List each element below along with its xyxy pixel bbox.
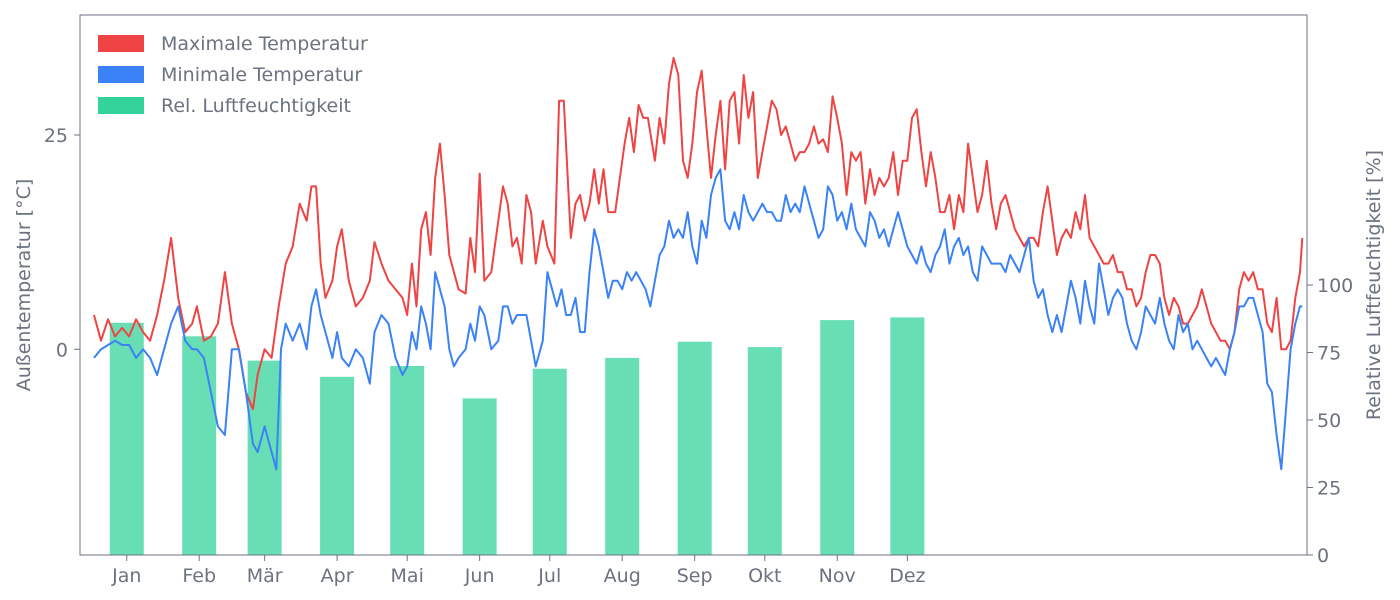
humidity-bar-7	[532, 368, 567, 555]
legend-swatch-2	[98, 66, 144, 83]
legend-label-1: Maximale Temperatur	[161, 33, 368, 55]
x-tick-label-6: Jun	[464, 565, 495, 587]
left-y-axis-label: Außentemperatur [°C]	[13, 179, 35, 392]
humidity-bar-12	[890, 317, 925, 555]
x-tick-label-1: Jan	[111, 565, 141, 587]
temperature-lines	[93, 56, 1304, 471]
x-tick-label-8: Aug	[604, 565, 641, 587]
x-tick-label-7: Jul	[537, 565, 561, 587]
humidity-bar-2	[182, 336, 217, 555]
max-temperature-line	[93, 56, 1304, 411]
left-y-axis-ticks: 0 25	[44, 125, 80, 361]
min-temperature-line	[93, 168, 1303, 471]
humidity-bars	[109, 317, 925, 555]
x-tick-label-5: Mai	[391, 565, 424, 587]
right-y-tick-label: 25	[1317, 478, 1341, 500]
x-tick-label-9: Sep	[677, 565, 713, 587]
legend-swatch-1	[98, 35, 144, 52]
left-y-tick-label: 0	[56, 339, 68, 361]
right-y-tick-label: 50	[1317, 410, 1341, 432]
legend: Maximale Temperatur Minimale Temperatur Re…	[98, 33, 368, 117]
x-tick-label-12: Dez	[889, 565, 925, 587]
legend-label-2: Minimale Temperatur	[161, 64, 362, 86]
right-y-axis-ticks: 0 25 50 75 100	[1307, 275, 1353, 567]
humidity-bar-1	[109, 322, 144, 555]
x-tick-label-10: Okt	[748, 565, 781, 587]
humidity-bar-6	[462, 398, 497, 555]
right-y-tick-label: 100	[1317, 275, 1353, 297]
left-y-tick-label: 25	[44, 125, 68, 147]
x-tick-label-4: Apr	[321, 565, 354, 587]
right-y-tick-label: 75	[1317, 343, 1341, 365]
x-tick-label-11: Nov	[819, 565, 856, 587]
x-axis-ticks: Jan Feb Mär Apr Mai Jun Jul Aug Sep Okt Nov Dez	[111, 555, 926, 587]
humidity-bar-5	[390, 366, 425, 555]
humidity-bar-11	[820, 320, 855, 555]
humidity-bar-10	[747, 347, 782, 555]
right-y-tick-label: 0	[1317, 545, 1329, 567]
humidity-bar-9	[677, 341, 712, 555]
x-tick-label-3: Mär	[247, 565, 283, 587]
legend-label-3: Rel. Luftfeuchtigkeit	[161, 95, 351, 117]
legend-swatch-3	[98, 97, 144, 114]
humidity-bar-4	[320, 376, 355, 555]
humidity-bar-8	[605, 357, 640, 555]
right-y-axis-label: Relative Luftfeuchtigkeit [%]	[1363, 150, 1385, 420]
x-tick-label-2: Feb	[182, 565, 216, 587]
